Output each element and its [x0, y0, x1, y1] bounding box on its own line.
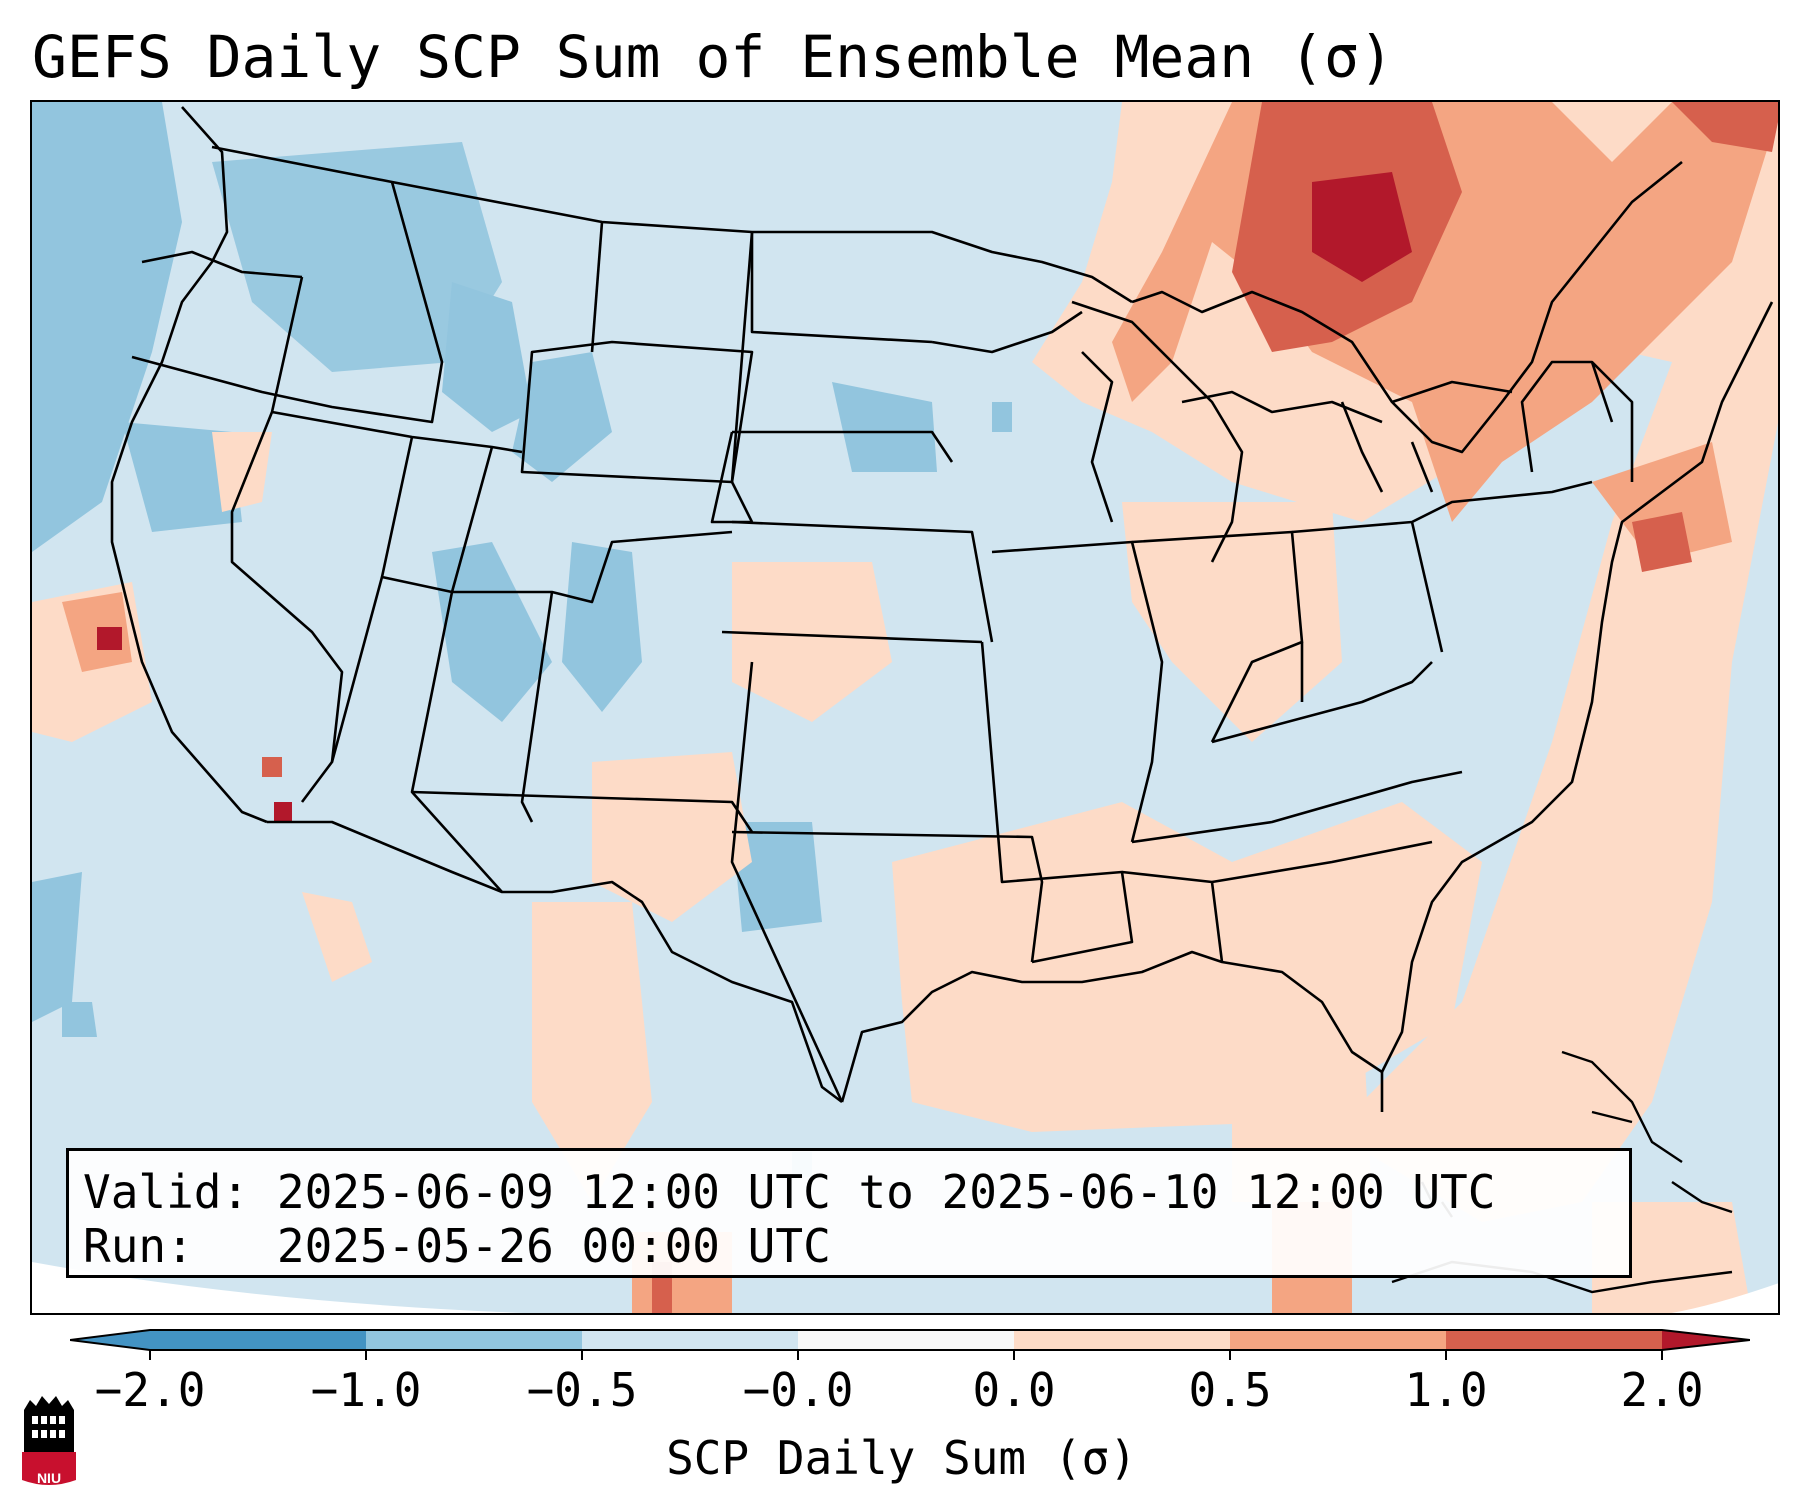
colorbar-bin: [1230, 1330, 1446, 1350]
colorbar-ticks: [149, 1350, 1663, 1360]
colorbar: [70, 1329, 1750, 1360]
political-boundaries: [110, 106, 1774, 1112]
logo-text: NIU: [36, 1470, 62, 1486]
chart-title: GEFS Daily SCP Sum of Ensemble Mean (σ): [32, 23, 1394, 91]
colorbar-tick-label: 0.5: [1188, 1363, 1272, 1417]
colorbar-bin: [366, 1330, 582, 1350]
colorbar-tick-label: 1.0: [1404, 1363, 1488, 1417]
colorbar-tick-label: 0.0: [972, 1363, 1056, 1417]
scp-anomaly-map: [32, 102, 1778, 1313]
colorbar-extend-low: [70, 1330, 150, 1350]
colorbar-bin: [150, 1330, 366, 1350]
colorbar-tick-label: 2.0: [1620, 1363, 1704, 1417]
colorbar-bin: [1014, 1330, 1230, 1350]
map-panel: [30, 100, 1780, 1315]
colorbar-tick-label: −2.0: [94, 1363, 206, 1417]
projection-edge-right: [1671, 1283, 1778, 1313]
colorbar-tick-label: −0.0: [742, 1363, 854, 1417]
colorbar-extend-high: [1662, 1330, 1750, 1350]
colorbar-tick-label: −1.0: [310, 1363, 422, 1417]
colorbar-tick-label: −0.5: [526, 1363, 638, 1417]
run-label: Run:: [83, 1219, 194, 1273]
colorbar-bin: [1446, 1330, 1662, 1350]
projection-edge: [32, 1262, 524, 1313]
positive-anomaly-areas: [32, 102, 1778, 1313]
valid-time-box: Valid: 2025-06-09 12:00 UTC to 2025-06-1…: [66, 1148, 1632, 1278]
university-tower-icon: [22, 1396, 76, 1485]
colorbar-bin: [798, 1330, 1014, 1350]
negative-anomaly-areas: [32, 102, 1012, 1177]
colorbar-bin: [582, 1330, 798, 1350]
niu-logo: NIU: [20, 1390, 78, 1490]
colorbar-label: SCP Daily Sum (σ): [666, 1431, 1137, 1485]
valid-value: 2025-06-09 12:00 UTC to 2025-06-10 12:00…: [276, 1165, 1496, 1219]
run-value: 2025-05-26 00:00 UTC: [276, 1219, 831, 1273]
valid-label: Valid:: [83, 1165, 250, 1219]
